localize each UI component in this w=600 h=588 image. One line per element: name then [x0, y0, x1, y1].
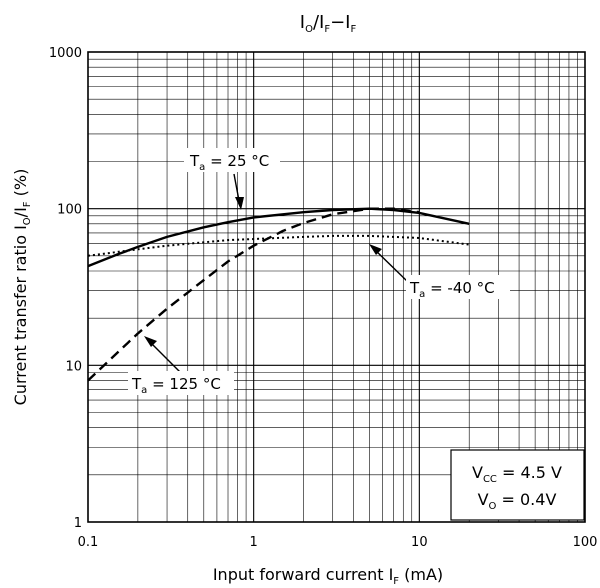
y-tick-label: 10 — [65, 359, 82, 374]
y-tick-label: 1000 — [49, 46, 82, 61]
x-tick-label: 1 — [250, 535, 258, 550]
x-axis-title: Input forward current IF (mA) — [213, 565, 443, 587]
annotation-ta125: Ta = 125 °C — [128, 336, 234, 396]
svg-text:Ta = 25 °C: Ta = 25 °C — [189, 152, 269, 173]
x-tick-label: 0.1 — [78, 535, 99, 550]
series-line-1 — [87, 207, 470, 268]
series-layer — [87, 207, 470, 382]
x-tick-label: 100 — [573, 535, 598, 550]
arrowhead-ta125 — [144, 336, 157, 347]
series-line-3 — [87, 207, 420, 382]
arrowhead-ta25 — [235, 197, 244, 210]
y-tick-label: 1 — [74, 516, 82, 531]
chart-title: IO/IF−IF — [300, 12, 357, 35]
series-line-2 — [87, 234, 470, 257]
svg-text:Ta = 125 °C: Ta = 125 °C — [131, 375, 221, 396]
y-axis-title: Current transfer ratio IO/IF (%) — [11, 169, 33, 406]
y-tick-label: 100 — [57, 203, 82, 218]
vcc-condition: VCC = 4.5 V — [472, 463, 562, 485]
svg-text:Ta = -40 °C: Ta = -40 °C — [409, 279, 495, 300]
x-tick-label: 10 — [411, 535, 428, 550]
conditions-box: VCC = 4.5 V VO = 0.4V — [450, 449, 585, 521]
vo-condition: VO = 0.4V — [478, 490, 557, 512]
annotation-ta40: Ta = -40 °C — [369, 244, 510, 300]
tick-labels: 0.1 1 10 100 1 10 100 1000 — [49, 46, 598, 550]
annotation-ta25: Ta = 25 °C — [184, 148, 280, 210]
plot-frame — [87, 51, 586, 523]
arrowhead-ta40 — [369, 244, 382, 255]
